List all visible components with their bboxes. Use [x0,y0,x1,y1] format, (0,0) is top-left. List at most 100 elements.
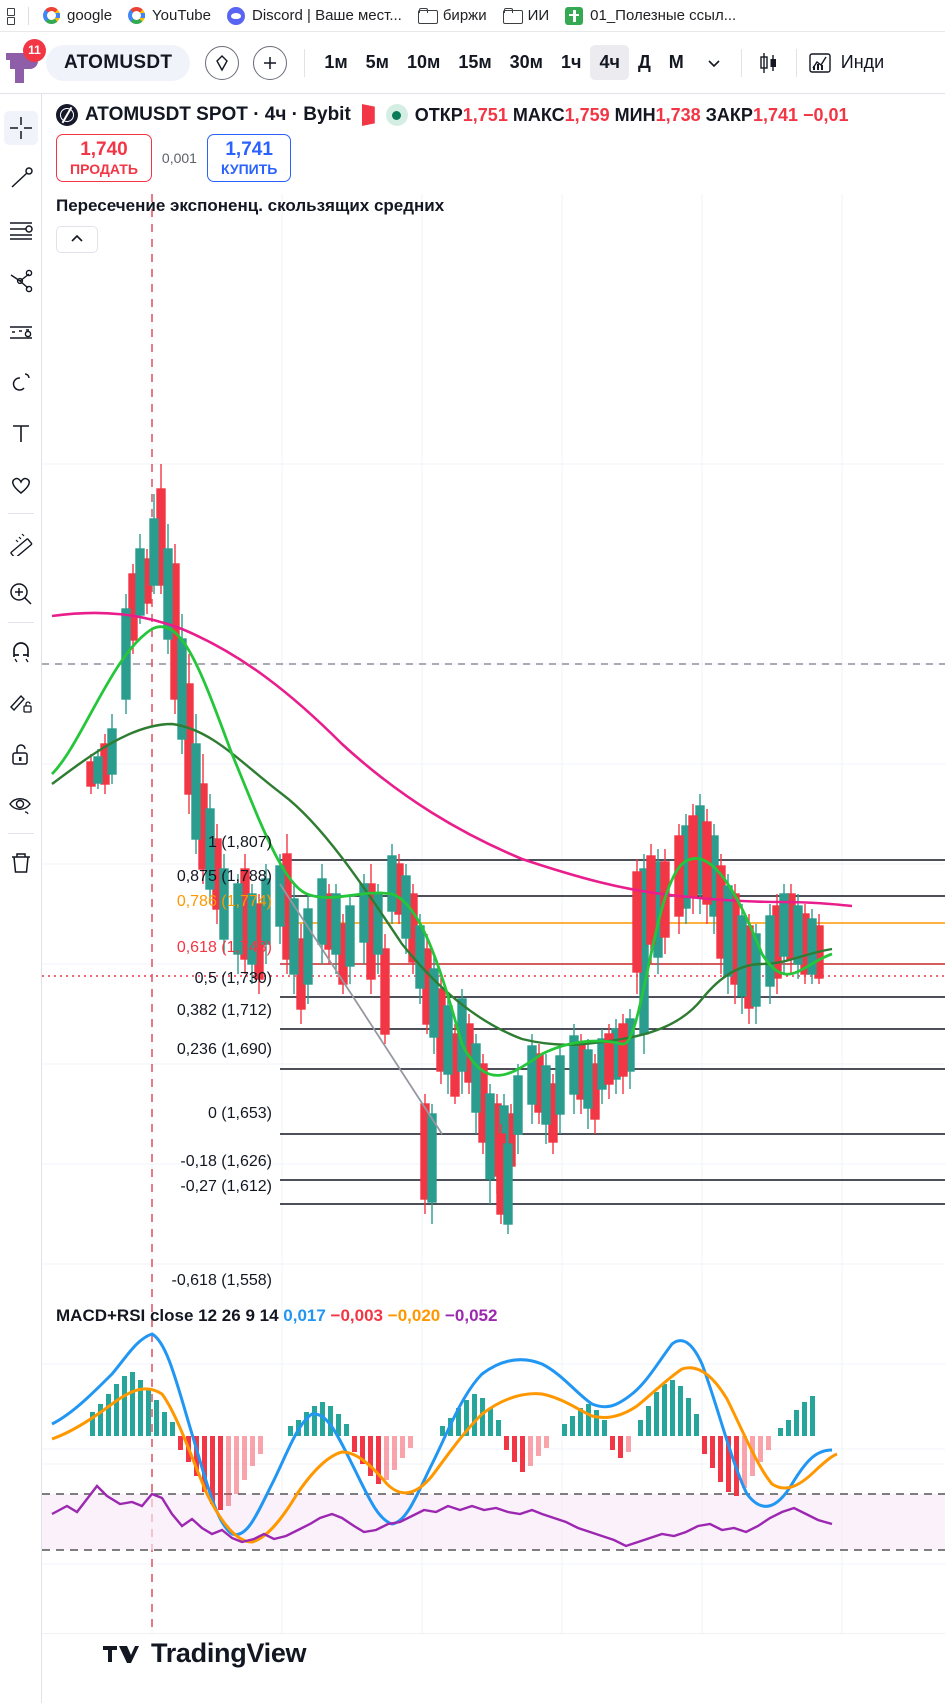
bookmark-google[interactable]: google [35,4,120,27]
lock-open-icon [4,737,38,771]
sheets-icon [565,6,584,25]
eye-icon [4,788,38,822]
ruler-icon [4,526,38,560]
folder-icon [502,8,523,24]
fib-label-m0618[interactable]: -0,618 (1,558) [171,1272,272,1289]
chart-legend: ATOMUSDT SPOT · 4ч · Bybit ОТКР1,751 МАК… [56,104,849,253]
fib-label-0[interactable]: 0 (1,653) [207,1105,272,1122]
lock-drawings-tool[interactable] [0,728,42,779]
chart-style-icon[interactable] [361,104,375,126]
open-label: ОТКР [414,104,463,125]
symbol-source-icon[interactable] [205,45,240,80]
divider [28,6,29,25]
measure-tool[interactable] [0,517,42,568]
text-tool[interactable] [0,408,42,459]
elliott-wave-icon [4,366,38,400]
collapse-legend-button[interactable] [56,225,98,253]
bookmark-birzhi[interactable]: биржи [410,4,495,27]
pencil-lock-icon [4,686,38,720]
timeframe-4h[interactable]: 4ч [590,45,629,80]
hide-drawings-tool[interactable] [0,779,42,830]
timeframe-5m[interactable]: 5м [365,52,389,72]
low-label: МИН [614,104,656,125]
timeframe-1M[interactable]: М [668,52,684,72]
gann-box-tool[interactable] [0,306,42,357]
fib-retracement-icon [4,213,38,247]
macd-legend[interactable]: MACD+RSI close 12 26 9 14 0,017 −0,003 −… [56,1306,497,1326]
tradingview-logo[interactable]: 11 [6,38,46,83]
study-title[interactable]: Пересечение экспоненц. скользящих средни… [56,195,445,215]
bookmark-label: YouTube [152,7,211,24]
stay-in-drawing-mode-tool[interactable] [0,677,42,728]
symbol-button[interactable]: ATOMUSDT [46,44,191,81]
sell-price: 1,740 [80,139,128,160]
spread-value: 0,001 [161,149,197,166]
divider [7,513,34,514]
timeframe-30m[interactable]: 30м [509,52,543,72]
bookmark-label: google [67,7,113,24]
chart-canvas[interactable]: ATOMUSDT SPOT · 4ч · Bybit ОТКР1,751 МАК… [42,94,945,1703]
timeframe-1h[interactable]: 1ч [561,52,582,72]
apps-grid-icon[interactable] [6,7,20,25]
divider [7,833,34,834]
trend-line-tool[interactable] [0,153,42,204]
macd-value-3: −0,020 [387,1306,441,1325]
magnet-tool[interactable] [0,626,42,677]
fib-label-m018[interactable]: -0,18 (1,626) [180,1153,272,1170]
sell-label: ПРОДАТЬ [70,160,138,177]
chevron-down-icon[interactable] [697,46,731,80]
fib-label-1[interactable]: 1 (1,807) [207,834,272,851]
macd-legend-title: MACD+RSI close 12 26 9 14 [56,1306,279,1325]
notification-badge[interactable]: 11 [23,38,46,62]
bookmark-youtube[interactable]: YouTube [120,4,219,27]
fib-label-05[interactable]: 0,5 (1,730) [194,970,272,987]
legend-title-row: ATOMUSDT SPOT · 4ч · Bybit ОТКР1,751 МАК… [56,104,849,126]
zoom-in-tool[interactable] [0,568,42,619]
close-label: ЗАКР [705,104,753,125]
remove-drawings-tool[interactable] [0,837,42,888]
heart-icon [4,468,38,502]
pitchfork-tool[interactable] [0,255,42,306]
trend-line-icon [4,162,38,196]
watermark-text: TradingView [151,1638,307,1668]
fib-label-0382[interactable]: 0,382 (1,712) [176,1002,272,1019]
timeframe-1m[interactable]: 1м [324,52,348,72]
bookmark-ii[interactable]: ИИ [495,4,558,27]
bookmark-label: ИИ [527,7,550,24]
bookmark-label: биржи [442,7,487,24]
google-icon [43,7,60,24]
elliott-wave-tool[interactable] [0,357,42,408]
timeframe-15m[interactable]: 15м [458,52,492,72]
add-symbol-button[interactable] [253,45,288,80]
sell-button[interactable]: 1,740 ПРОДАТЬ [56,134,152,182]
google-icon [128,7,146,24]
fib-label-m027[interactable]: -0,27 (1,612) [180,1178,272,1195]
indicators-button[interactable]: Инди [807,50,884,76]
cursor-crosshair-tool[interactable] [0,102,42,153]
bookmark-discord[interactable]: Discord | Ваше мест... [219,4,410,28]
fib-label-0875[interactable]: 0,875 (1,788) [176,868,272,885]
bookmark-useful-links[interactable]: 01_Полезные ссыл... [557,4,744,28]
fib-label-0786[interactable]: 0,786 (1,774) [176,893,272,910]
indicators-label: Инди [840,52,885,72]
divider [304,48,306,77]
candlestick-type-icon[interactable] [752,46,786,80]
fib-label-0236[interactable]: 0,236 (1,690) [176,1041,272,1058]
text-icon [4,417,38,451]
macd-value-1: 0,017 [283,1306,326,1325]
legend-symbol-title[interactable]: ATOMUSDT SPOT · 4ч · Bybit [85,104,351,125]
buy-button[interactable]: 1,741 КУПИТЬ [206,134,292,182]
folder-icon [417,8,438,24]
patterns-tool[interactable] [0,459,42,510]
timeframe-10m[interactable]: 10м [406,52,441,72]
symbol-logo-icon [56,104,78,126]
indicators-icon [809,52,831,73]
buy-label: КУПИТЬ [220,160,278,177]
bookmarks-bar: google YouTube Discord | Ваше мест... би… [0,0,945,32]
timeframe-1d[interactable]: Д [637,52,651,72]
ohlc-values: ОТКР1,751 МАКС1,759 МИН1,738 ЗАКР1,741 −… [415,105,849,126]
fib-label-0618[interactable]: 0,618 (1,748) [176,939,272,956]
chart-main: ATOMUSDT SPOT · 4ч · Bybit ОТКР1,751 МАК… [0,94,945,1703]
high-value: 1,759 [564,104,610,125]
fib-retracement-tool[interactable] [0,204,42,255]
